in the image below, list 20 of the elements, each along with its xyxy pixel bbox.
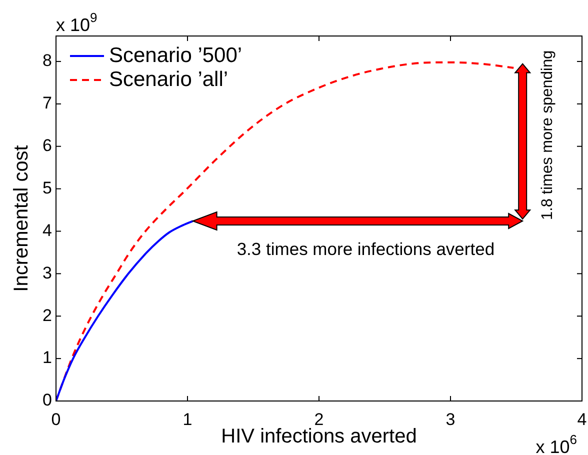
y-tick-label: 8: [42, 51, 52, 70]
x-tick-label: 1: [182, 410, 192, 429]
legend-label: Scenario ’all’: [109, 68, 228, 91]
y-tick-label: 7: [42, 94, 52, 113]
legend-label: Scenario ’500’: [109, 44, 242, 67]
y-tick-label: 6: [42, 136, 52, 156]
y-tick-label: 5: [42, 178, 52, 198]
line-series: [56, 220, 194, 401]
y-tick-label: 1: [42, 348, 52, 368]
text: x 10$^{6}$: [536, 432, 577, 455]
y-tick-label: 2: [42, 306, 52, 325]
annotation: 3.3 times more infections averted: [236, 238, 495, 259]
y-axis-title: Incremental cost: [10, 144, 33, 292]
y-tick-label: 4: [42, 220, 52, 240]
annotation: 1.8 times more spending: [538, 50, 556, 220]
y-tick-label: 3: [42, 263, 52, 282]
y-tick-label: 0: [42, 390, 52, 410]
text: x 10$^{9}$: [56, 10, 98, 35]
x-tick-label: 3: [446, 410, 456, 429]
x-tick-label: 4: [577, 410, 587, 429]
